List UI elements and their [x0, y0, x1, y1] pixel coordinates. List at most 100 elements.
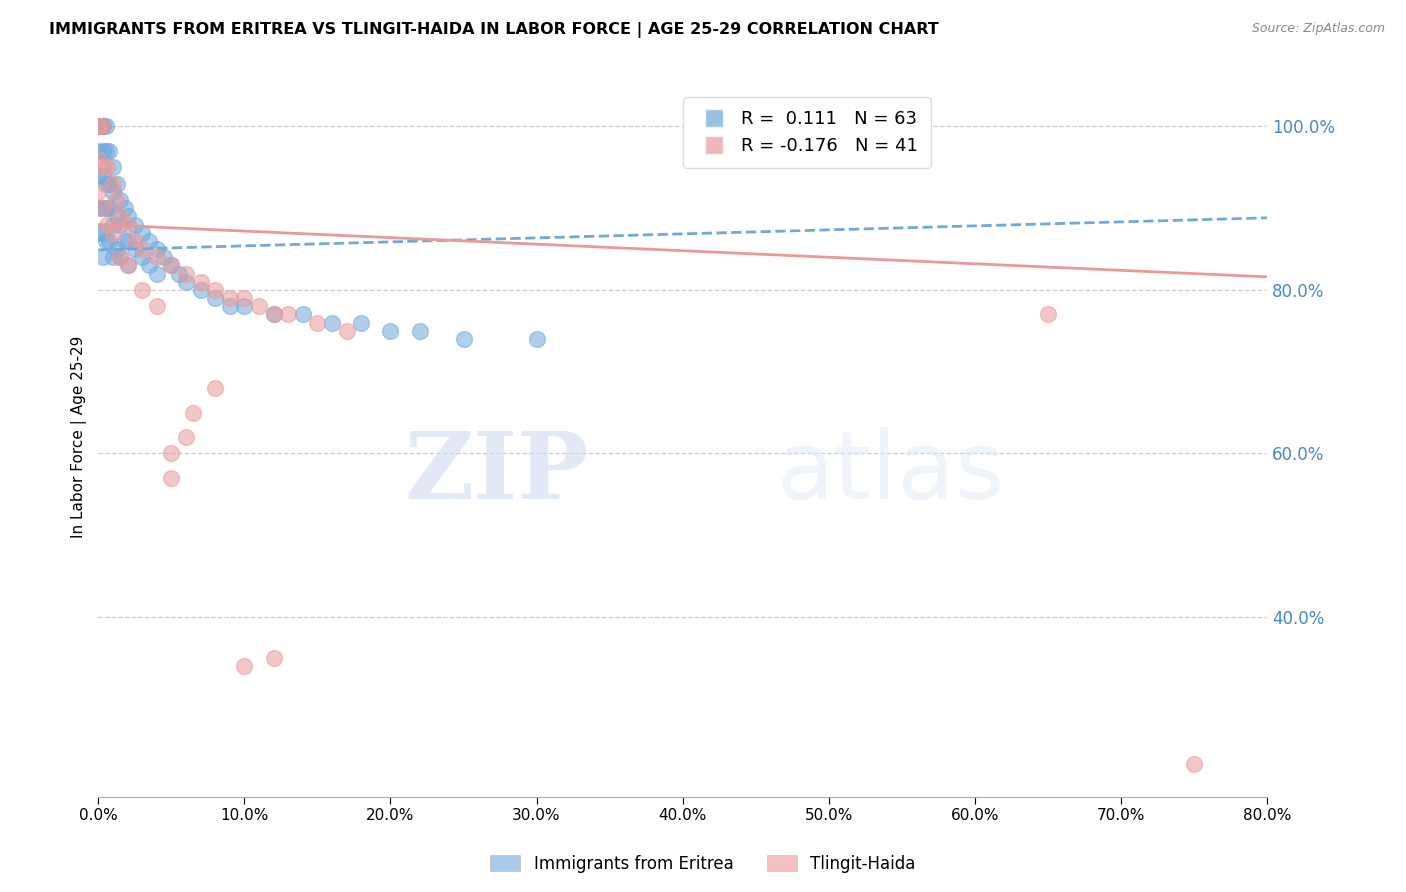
- Point: [160, 259, 183, 273]
- Point: [87, 185, 110, 199]
- Point: [101, 218, 124, 232]
- Point: [307, 316, 329, 330]
- Point: [204, 283, 226, 297]
- Point: [101, 177, 124, 191]
- Point: [101, 226, 124, 240]
- Point: [94, 177, 117, 191]
- Point: [87, 169, 110, 183]
- Point: [91, 201, 114, 215]
- Point: [146, 250, 169, 264]
- Point: [336, 324, 359, 338]
- Point: [146, 299, 169, 313]
- Point: [291, 308, 314, 322]
- Point: [321, 316, 343, 330]
- Point: [190, 275, 212, 289]
- Point: [160, 471, 183, 485]
- Point: [117, 259, 139, 273]
- Point: [117, 234, 139, 248]
- Point: [110, 193, 132, 207]
- Point: [131, 242, 153, 256]
- Point: [101, 185, 124, 199]
- Point: [110, 218, 132, 232]
- Point: [87, 201, 110, 215]
- Point: [91, 144, 114, 158]
- Point: [263, 308, 285, 322]
- Point: [91, 250, 114, 264]
- Point: [114, 234, 136, 248]
- Point: [409, 324, 432, 338]
- Point: [96, 218, 118, 232]
- Point: [204, 381, 226, 395]
- Point: [190, 283, 212, 297]
- Point: [101, 161, 124, 175]
- Point: [117, 218, 139, 232]
- Point: [160, 446, 183, 460]
- Point: [174, 267, 197, 281]
- Point: [218, 299, 240, 313]
- Point: [87, 144, 110, 158]
- Point: [87, 226, 110, 240]
- Point: [153, 250, 176, 264]
- Point: [138, 259, 160, 273]
- Point: [101, 250, 124, 264]
- Text: atlas: atlas: [776, 427, 1004, 519]
- Point: [117, 259, 139, 273]
- Point: [105, 177, 128, 191]
- Point: [124, 234, 146, 248]
- Point: [87, 120, 110, 134]
- Point: [97, 201, 120, 215]
- Point: [204, 291, 226, 305]
- Point: [87, 120, 110, 134]
- Point: [97, 177, 120, 191]
- Point: [131, 226, 153, 240]
- Point: [91, 226, 114, 240]
- Point: [91, 161, 114, 175]
- Point: [146, 242, 169, 256]
- Point: [124, 242, 146, 256]
- Point: [114, 201, 136, 215]
- Point: [233, 291, 256, 305]
- Point: [87, 120, 110, 134]
- Point: [97, 144, 120, 158]
- Point: [91, 169, 114, 183]
- Text: ZIP: ZIP: [405, 428, 589, 518]
- Point: [105, 242, 128, 256]
- Point: [218, 291, 240, 305]
- Point: [87, 152, 110, 166]
- Point: [87, 120, 110, 134]
- Legend: R =  0.111   N = 63, R = -0.176   N = 41: R = 0.111 N = 63, R = -0.176 N = 41: [683, 97, 931, 168]
- Point: [91, 120, 114, 134]
- Y-axis label: In Labor Force | Age 25-29: In Labor Force | Age 25-29: [72, 336, 87, 538]
- Point: [526, 332, 548, 346]
- Point: [160, 259, 183, 273]
- Point: [263, 650, 285, 665]
- Point: [105, 210, 128, 224]
- Point: [91, 201, 114, 215]
- Point: [233, 299, 256, 313]
- Point: [174, 275, 197, 289]
- Text: IMMIGRANTS FROM ERITREA VS TLINGIT-HAIDA IN LABOR FORCE | AGE 25-29 CORRELATION : IMMIGRANTS FROM ERITREA VS TLINGIT-HAIDA…: [49, 22, 939, 38]
- Point: [94, 234, 117, 248]
- Point: [1036, 308, 1059, 322]
- Point: [87, 120, 110, 134]
- Point: [131, 283, 153, 297]
- Point: [110, 250, 132, 264]
- Point: [96, 161, 118, 175]
- Point: [263, 308, 285, 322]
- Point: [94, 144, 117, 158]
- Point: [138, 234, 160, 248]
- Point: [94, 120, 117, 134]
- Point: [277, 308, 299, 322]
- Point: [350, 316, 373, 330]
- Point: [131, 250, 153, 264]
- Point: [453, 332, 475, 346]
- Point: [1182, 756, 1205, 771]
- Point: [380, 324, 402, 338]
- Point: [97, 234, 120, 248]
- Point: [247, 299, 270, 313]
- Point: [117, 210, 139, 224]
- Point: [110, 210, 132, 224]
- Point: [91, 120, 114, 134]
- Legend: Immigrants from Eritrea, Tlingit-Haida: Immigrants from Eritrea, Tlingit-Haida: [484, 848, 922, 880]
- Point: [124, 218, 146, 232]
